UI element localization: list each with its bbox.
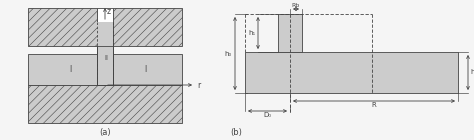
Bar xyxy=(28,54,97,85)
Bar xyxy=(97,22,113,85)
Text: D₀: D₀ xyxy=(264,112,272,118)
Bar xyxy=(28,8,97,46)
Bar xyxy=(113,54,182,85)
Bar xyxy=(278,14,302,52)
Bar xyxy=(113,8,182,46)
Text: z: z xyxy=(107,7,111,16)
Bar xyxy=(97,8,113,22)
Bar xyxy=(97,46,113,85)
Bar xyxy=(28,85,182,123)
Text: R: R xyxy=(372,102,376,108)
Text: II: II xyxy=(104,55,108,61)
Text: r: r xyxy=(197,80,200,89)
Text: h₂: h₂ xyxy=(470,69,474,75)
Text: I: I xyxy=(69,66,71,74)
Text: Rb: Rb xyxy=(292,3,300,8)
Text: I: I xyxy=(144,66,146,74)
Text: (b): (b) xyxy=(230,129,242,137)
Text: h₁: h₁ xyxy=(249,30,256,36)
Text: h₀: h₀ xyxy=(225,51,232,57)
Text: (a): (a) xyxy=(99,129,111,137)
Bar xyxy=(245,52,458,93)
Bar xyxy=(97,22,113,46)
